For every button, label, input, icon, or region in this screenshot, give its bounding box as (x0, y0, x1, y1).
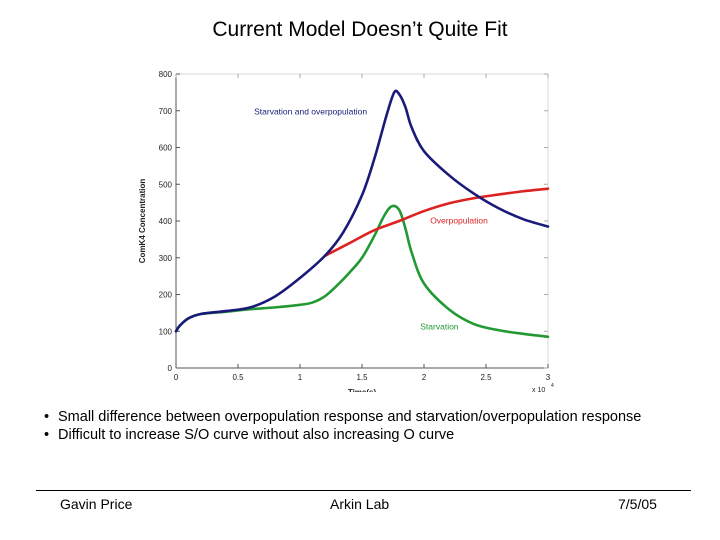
x-tick-label: 1 (298, 373, 303, 382)
bullet-list: • Small difference between overpopulatio… (44, 408, 664, 444)
y-tick-label: 800 (159, 70, 173, 79)
x-multiplier-exponent: 4 (551, 383, 554, 389)
x-tick-label: 2.5 (480, 373, 492, 382)
x-tick-label: 0.5 (232, 373, 244, 382)
x-multiplier: x 10 (532, 387, 545, 392)
x-tick-label: 2 (422, 373, 427, 382)
chart-axes (175, 73, 549, 369)
y-tick-label: 600 (159, 144, 173, 153)
series-label-starvation: Starvation (420, 321, 459, 331)
x-axis-title: Time(s) (348, 388, 377, 392)
series-line-overpopulation (323, 187, 550, 258)
x-tick-label: 3 (546, 373, 551, 382)
y-axis-title: ComK4 Concentration (138, 179, 147, 264)
bullet-text: Small difference between overpopulation … (58, 409, 642, 425)
bullet-dot: • (44, 409, 50, 425)
series-line-starvation (174, 204, 550, 339)
bullet-item: • Difficult to increase S/O curve withou… (44, 426, 664, 444)
y-tick-label: 500 (159, 180, 173, 189)
x-tick-label: 1.5 (356, 373, 368, 382)
series-label-starvation-and-overpopulation: Starvation and overpopulation (254, 106, 367, 116)
chart-labels: 0 100 200 300 400 500 600 700 800 0 0.5 1 1.5 2 2.5 3 Ti… (138, 70, 554, 392)
y-tick-label: 0 (168, 364, 173, 373)
y-tick-label: 700 (159, 107, 173, 116)
y-tick-label: 400 (159, 217, 173, 226)
x-tick-label: 0 (174, 373, 179, 382)
y-tick-label: 200 (159, 291, 173, 300)
chart-series (174, 89, 550, 339)
bullet-item: • Small difference between overpopulatio… (44, 408, 664, 426)
footer-divider (36, 490, 691, 491)
y-tick-label: 300 (159, 254, 173, 263)
footer-lab: Arkin Lab (330, 496, 390, 512)
footer-date: 7/5/05 (618, 496, 657, 512)
footer-author: Gavin Price (60, 496, 133, 512)
y-tick-label: 100 (159, 327, 173, 336)
bullet-text: Difficult to increase S/O curve without … (58, 427, 455, 443)
bullet-dot: • (44, 427, 50, 443)
plot-frame (175, 73, 549, 369)
series-line-starvation-and-overpopulation (174, 89, 550, 333)
slide-title: Current Model Doesn’t Quite Fit (212, 18, 508, 41)
line-chart: 0 100 200 300 400 500 600 700 800 0 0.5 1 1.5 2 2.5 3 Ti… (138, 70, 554, 392)
series-label-overpopulation: Overpopulation (430, 216, 488, 226)
